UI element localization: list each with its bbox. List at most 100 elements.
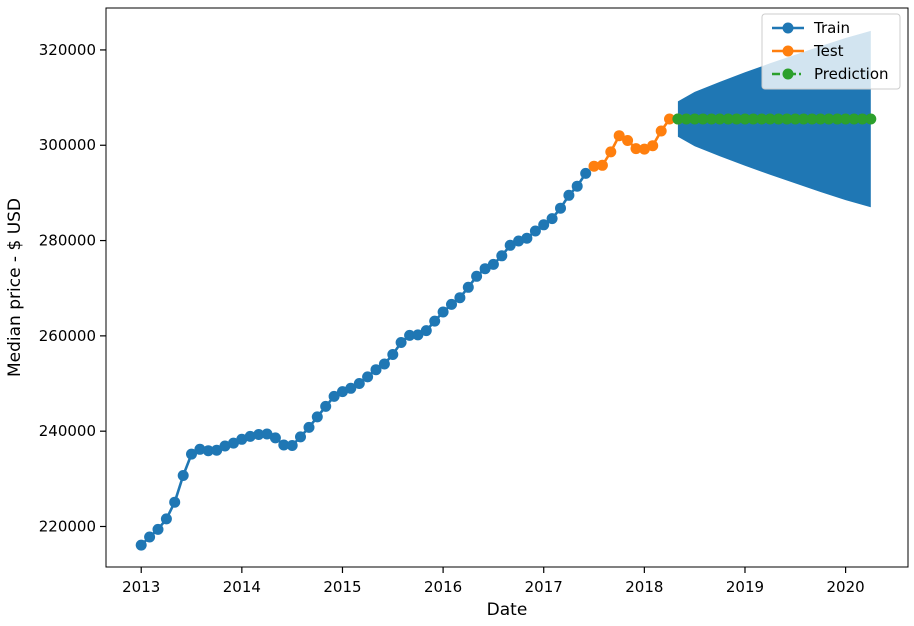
train-point xyxy=(135,539,147,551)
y-axis: 220000 240000 260000 280000 300000 320000 xyxy=(39,41,106,535)
test-point xyxy=(647,140,659,152)
train-point xyxy=(345,382,357,394)
train-point xyxy=(446,298,457,310)
test-line xyxy=(593,117,678,168)
prediction-point xyxy=(672,113,684,125)
prediction-point xyxy=(706,113,717,125)
y-tick-label: 300000 xyxy=(39,136,96,154)
y-tick-label: 260000 xyxy=(39,327,96,345)
prediction-point xyxy=(739,113,751,125)
legend-items: Train Test Prediction xyxy=(772,19,889,83)
train-point xyxy=(580,167,592,179)
series-layer xyxy=(135,113,877,551)
train-point xyxy=(269,432,281,444)
train-point xyxy=(295,431,306,443)
train-point xyxy=(513,235,525,247)
prediction-point xyxy=(714,113,726,125)
legend-train-marker xyxy=(782,22,794,34)
train-point xyxy=(303,421,315,433)
train-point xyxy=(353,378,365,389)
prediction-point xyxy=(697,113,709,125)
legend-test-marker xyxy=(782,45,794,57)
train-point xyxy=(160,513,172,525)
prediction-point xyxy=(848,113,860,125)
train-point xyxy=(387,349,399,360)
train-point xyxy=(479,263,491,275)
train-point xyxy=(228,437,239,449)
train-point xyxy=(529,225,541,237)
legend-box xyxy=(761,13,901,90)
legend-train-label: Train xyxy=(813,19,850,37)
train-point xyxy=(278,439,290,451)
train-point xyxy=(521,232,533,244)
train-point xyxy=(202,445,214,457)
train-point xyxy=(378,358,390,370)
y-tick-label: 240000 xyxy=(39,422,96,440)
prediction-point xyxy=(680,113,692,125)
prediction-point xyxy=(789,113,801,125)
test-point xyxy=(622,135,634,146)
train-point xyxy=(404,329,416,341)
test-point xyxy=(664,113,675,125)
legend-prediction-marker xyxy=(782,68,794,80)
train-point xyxy=(546,213,558,225)
plot-frame xyxy=(105,7,909,568)
train-point xyxy=(211,444,223,456)
prediction-point xyxy=(823,113,835,125)
train-point xyxy=(244,430,256,442)
train-point xyxy=(286,440,298,451)
x-tick-label: 2020 xyxy=(827,578,865,596)
x-tick-label: 2015 xyxy=(323,578,361,596)
test-point xyxy=(588,160,600,172)
prediction-point xyxy=(773,113,784,125)
train-point xyxy=(429,315,441,327)
prediction-point xyxy=(798,113,810,125)
prediction-point xyxy=(764,113,776,125)
legend-test-label: Test xyxy=(813,42,844,60)
train-point xyxy=(320,400,332,412)
train-point xyxy=(496,250,508,262)
train-point xyxy=(538,219,550,231)
x-tick-label: 2017 xyxy=(525,578,563,596)
train-point xyxy=(395,337,407,348)
train-point xyxy=(177,470,189,481)
train-point xyxy=(328,390,340,402)
test-point xyxy=(613,130,625,142)
legend: Train Test Prediction xyxy=(761,13,901,90)
prediction-point xyxy=(689,113,701,125)
train-point xyxy=(194,443,206,455)
x-tick-label: 2016 xyxy=(424,578,462,596)
legend-prediction-label: Prediction xyxy=(814,65,889,83)
prediction-point xyxy=(781,113,793,125)
train-point xyxy=(504,239,516,251)
prediction-point xyxy=(806,113,818,125)
prediction-point xyxy=(865,113,877,125)
prediction-point xyxy=(722,113,734,125)
train-point xyxy=(337,386,348,398)
train-point xyxy=(169,496,181,508)
x-tick-label: 2019 xyxy=(726,578,764,596)
prediction-point xyxy=(831,113,843,125)
prediction-point xyxy=(756,113,768,125)
train-point xyxy=(571,180,583,192)
train-point xyxy=(219,440,231,452)
y-tick-label: 220000 xyxy=(39,517,96,535)
train-point xyxy=(471,270,483,282)
test-point xyxy=(596,159,608,171)
x-tick-label: 2018 xyxy=(625,578,663,596)
x-axis-label: Date xyxy=(487,600,528,620)
train-point xyxy=(437,306,449,318)
train-point xyxy=(311,411,323,423)
test-point xyxy=(655,125,667,137)
prediction-point xyxy=(731,113,743,125)
x-tick-label: 2013 xyxy=(122,578,160,596)
test-point xyxy=(605,146,617,158)
train-point xyxy=(420,325,432,337)
x-tick-label: 2014 xyxy=(223,578,261,596)
train-point xyxy=(370,364,382,376)
train-point xyxy=(261,428,273,440)
prediction-point xyxy=(815,113,826,125)
prediction-point xyxy=(747,113,759,125)
train-point xyxy=(253,429,265,440)
prediction-point xyxy=(840,113,852,125)
